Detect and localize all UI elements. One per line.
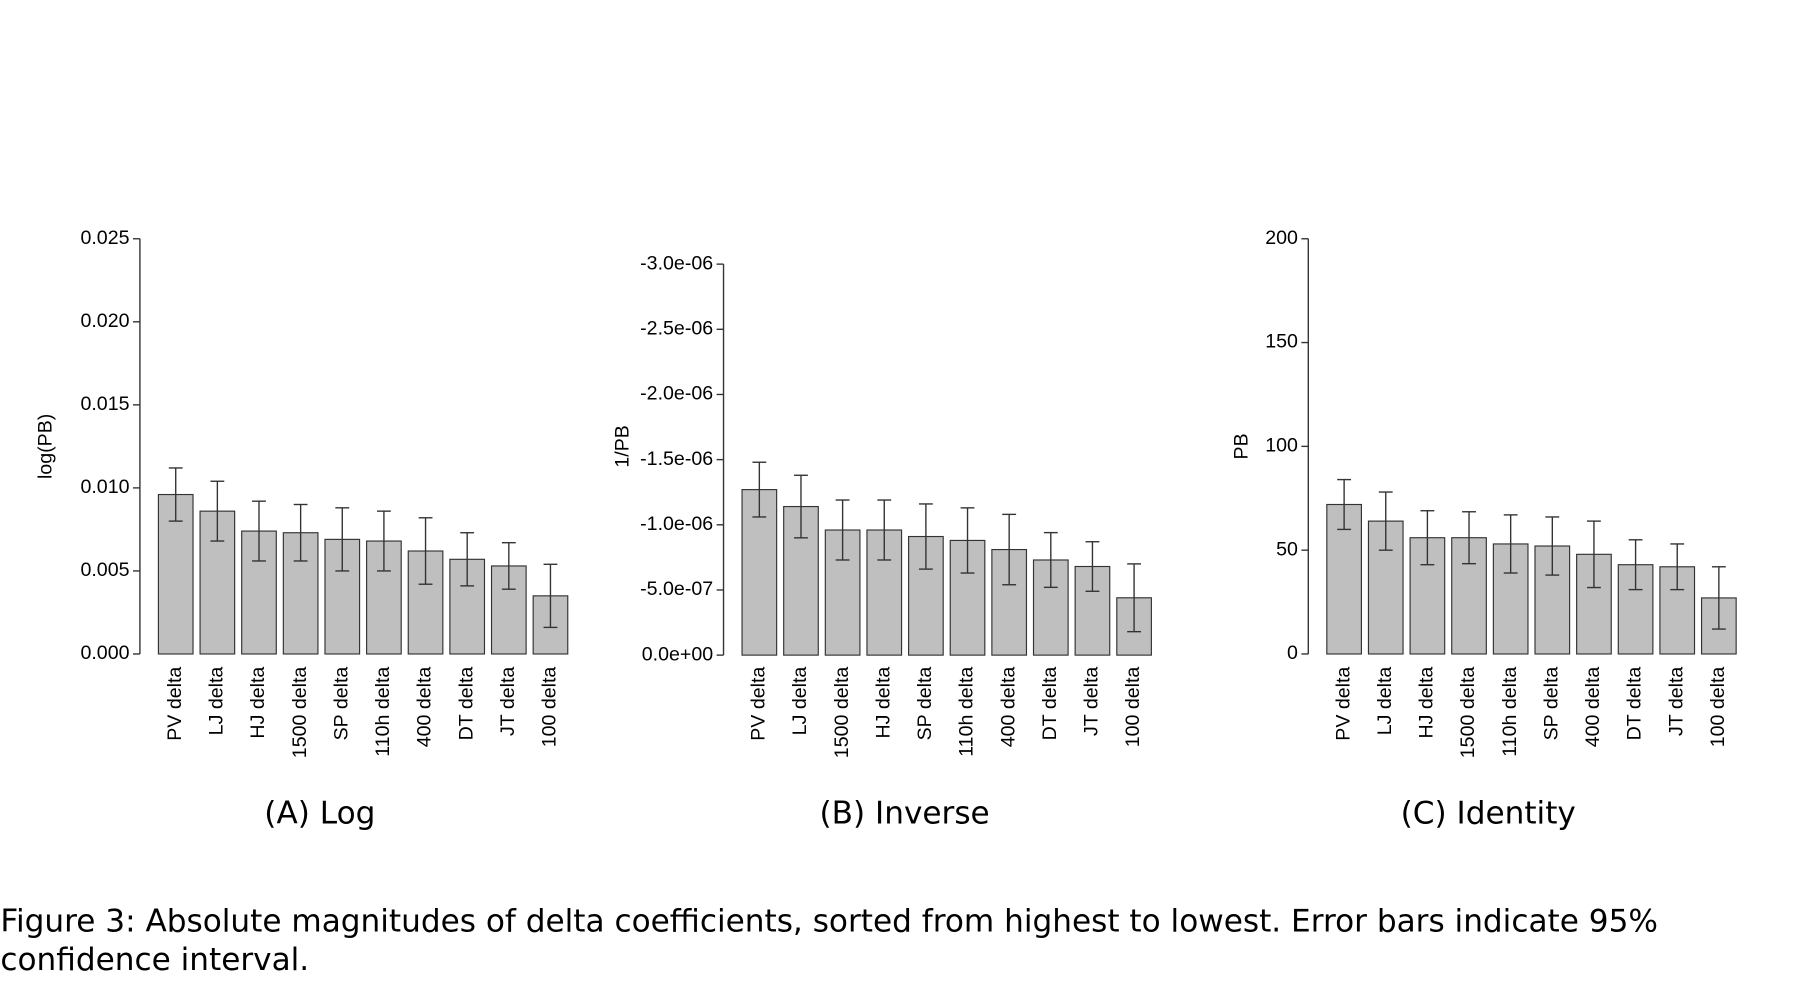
- y-tick-label: -3.0e-06: [640, 252, 713, 274]
- y-tick-label: 0.0e+00: [642, 643, 713, 665]
- y-tick-label: 0.010: [80, 476, 129, 498]
- y-axis-label: 1/PB: [611, 425, 633, 467]
- x-tick-label: 100 delta: [1707, 667, 1729, 748]
- x-tick-label: PV delta: [1332, 667, 1354, 741]
- x-tick-label: 100 delta: [539, 667, 561, 748]
- y-axis-label: PB: [1231, 433, 1253, 459]
- panel-label: (C) Identity: [1401, 795, 1576, 831]
- x-tick-label: HJ delta: [872, 667, 894, 739]
- x-tick-label: 400 delta: [414, 667, 436, 748]
- y-tick-label: 0: [1287, 642, 1298, 664]
- y-tick-label: -2.5e-06: [640, 317, 713, 339]
- bar: [949, 539, 986, 656]
- x-tick-label: 110h delta: [1499, 667, 1521, 757]
- panel-label: (A) Log: [264, 795, 375, 831]
- x-tick-label: LJ delta: [206, 667, 228, 736]
- x-tick-label: 400 delta: [1582, 667, 1604, 748]
- y-tick-label: 0.015: [80, 393, 129, 415]
- x-tick-label: 100 delta: [1122, 667, 1144, 748]
- x-tick-label: JT delta: [497, 667, 519, 736]
- x-tick-label: DT delta: [1624, 667, 1646, 741]
- y-tick-label: 150: [1265, 331, 1298, 353]
- y-tick-label: -5.0e-07: [640, 578, 713, 600]
- x-tick-label: PV delta: [748, 667, 770, 741]
- x-tick-label: DT delta: [1039, 667, 1061, 741]
- y-tick-label: -1.0e-06: [640, 513, 713, 535]
- y-tick-label: 0.005: [80, 559, 129, 581]
- x-tick-label: LJ delta: [789, 667, 811, 736]
- y-axis-label: log(PB): [35, 414, 57, 479]
- x-tick-label: HJ delta: [1416, 667, 1438, 739]
- x-tick-label: LJ delta: [1374, 667, 1396, 736]
- y-tick-label: -2.0e-06: [640, 383, 713, 405]
- x-tick-label: DT delta: [455, 667, 477, 741]
- caption-line: Figure 3: Absolute magnitudes of delta c…: [0, 904, 1658, 940]
- y-tick-label: 0.000: [80, 642, 129, 664]
- x-tick-label: 1500 delta: [289, 667, 311, 759]
- x-tick-label: 1500 delta: [831, 667, 853, 759]
- panel-label: (B) Inverse: [820, 795, 990, 831]
- y-tick-label: 50: [1276, 538, 1298, 560]
- y-tick-label: 100: [1265, 435, 1298, 457]
- y-tick-label: 200: [1265, 227, 1298, 249]
- x-tick-label: JT delta: [1081, 667, 1103, 736]
- x-tick-label: JT delta: [1665, 667, 1687, 736]
- x-tick-label: SP delta: [914, 667, 936, 741]
- y-tick-label: 0.020: [80, 310, 129, 332]
- x-tick-label: HJ delta: [247, 667, 269, 739]
- x-tick-label: 110h delta: [372, 667, 394, 757]
- x-tick-label: PV delta: [164, 667, 186, 741]
- x-tick-label: 400 delta: [997, 667, 1019, 748]
- x-tick-label: 110h delta: [956, 667, 978, 757]
- y-tick-label: 0.025: [80, 227, 129, 249]
- x-tick-label: SP delta: [1540, 667, 1562, 741]
- y-tick-label: -1.5e-06: [640, 448, 713, 470]
- caption-line: confidence interval.: [0, 942, 309, 978]
- x-tick-label: SP delta: [330, 667, 352, 741]
- x-tick-label: 1500 delta: [1457, 667, 1479, 759]
